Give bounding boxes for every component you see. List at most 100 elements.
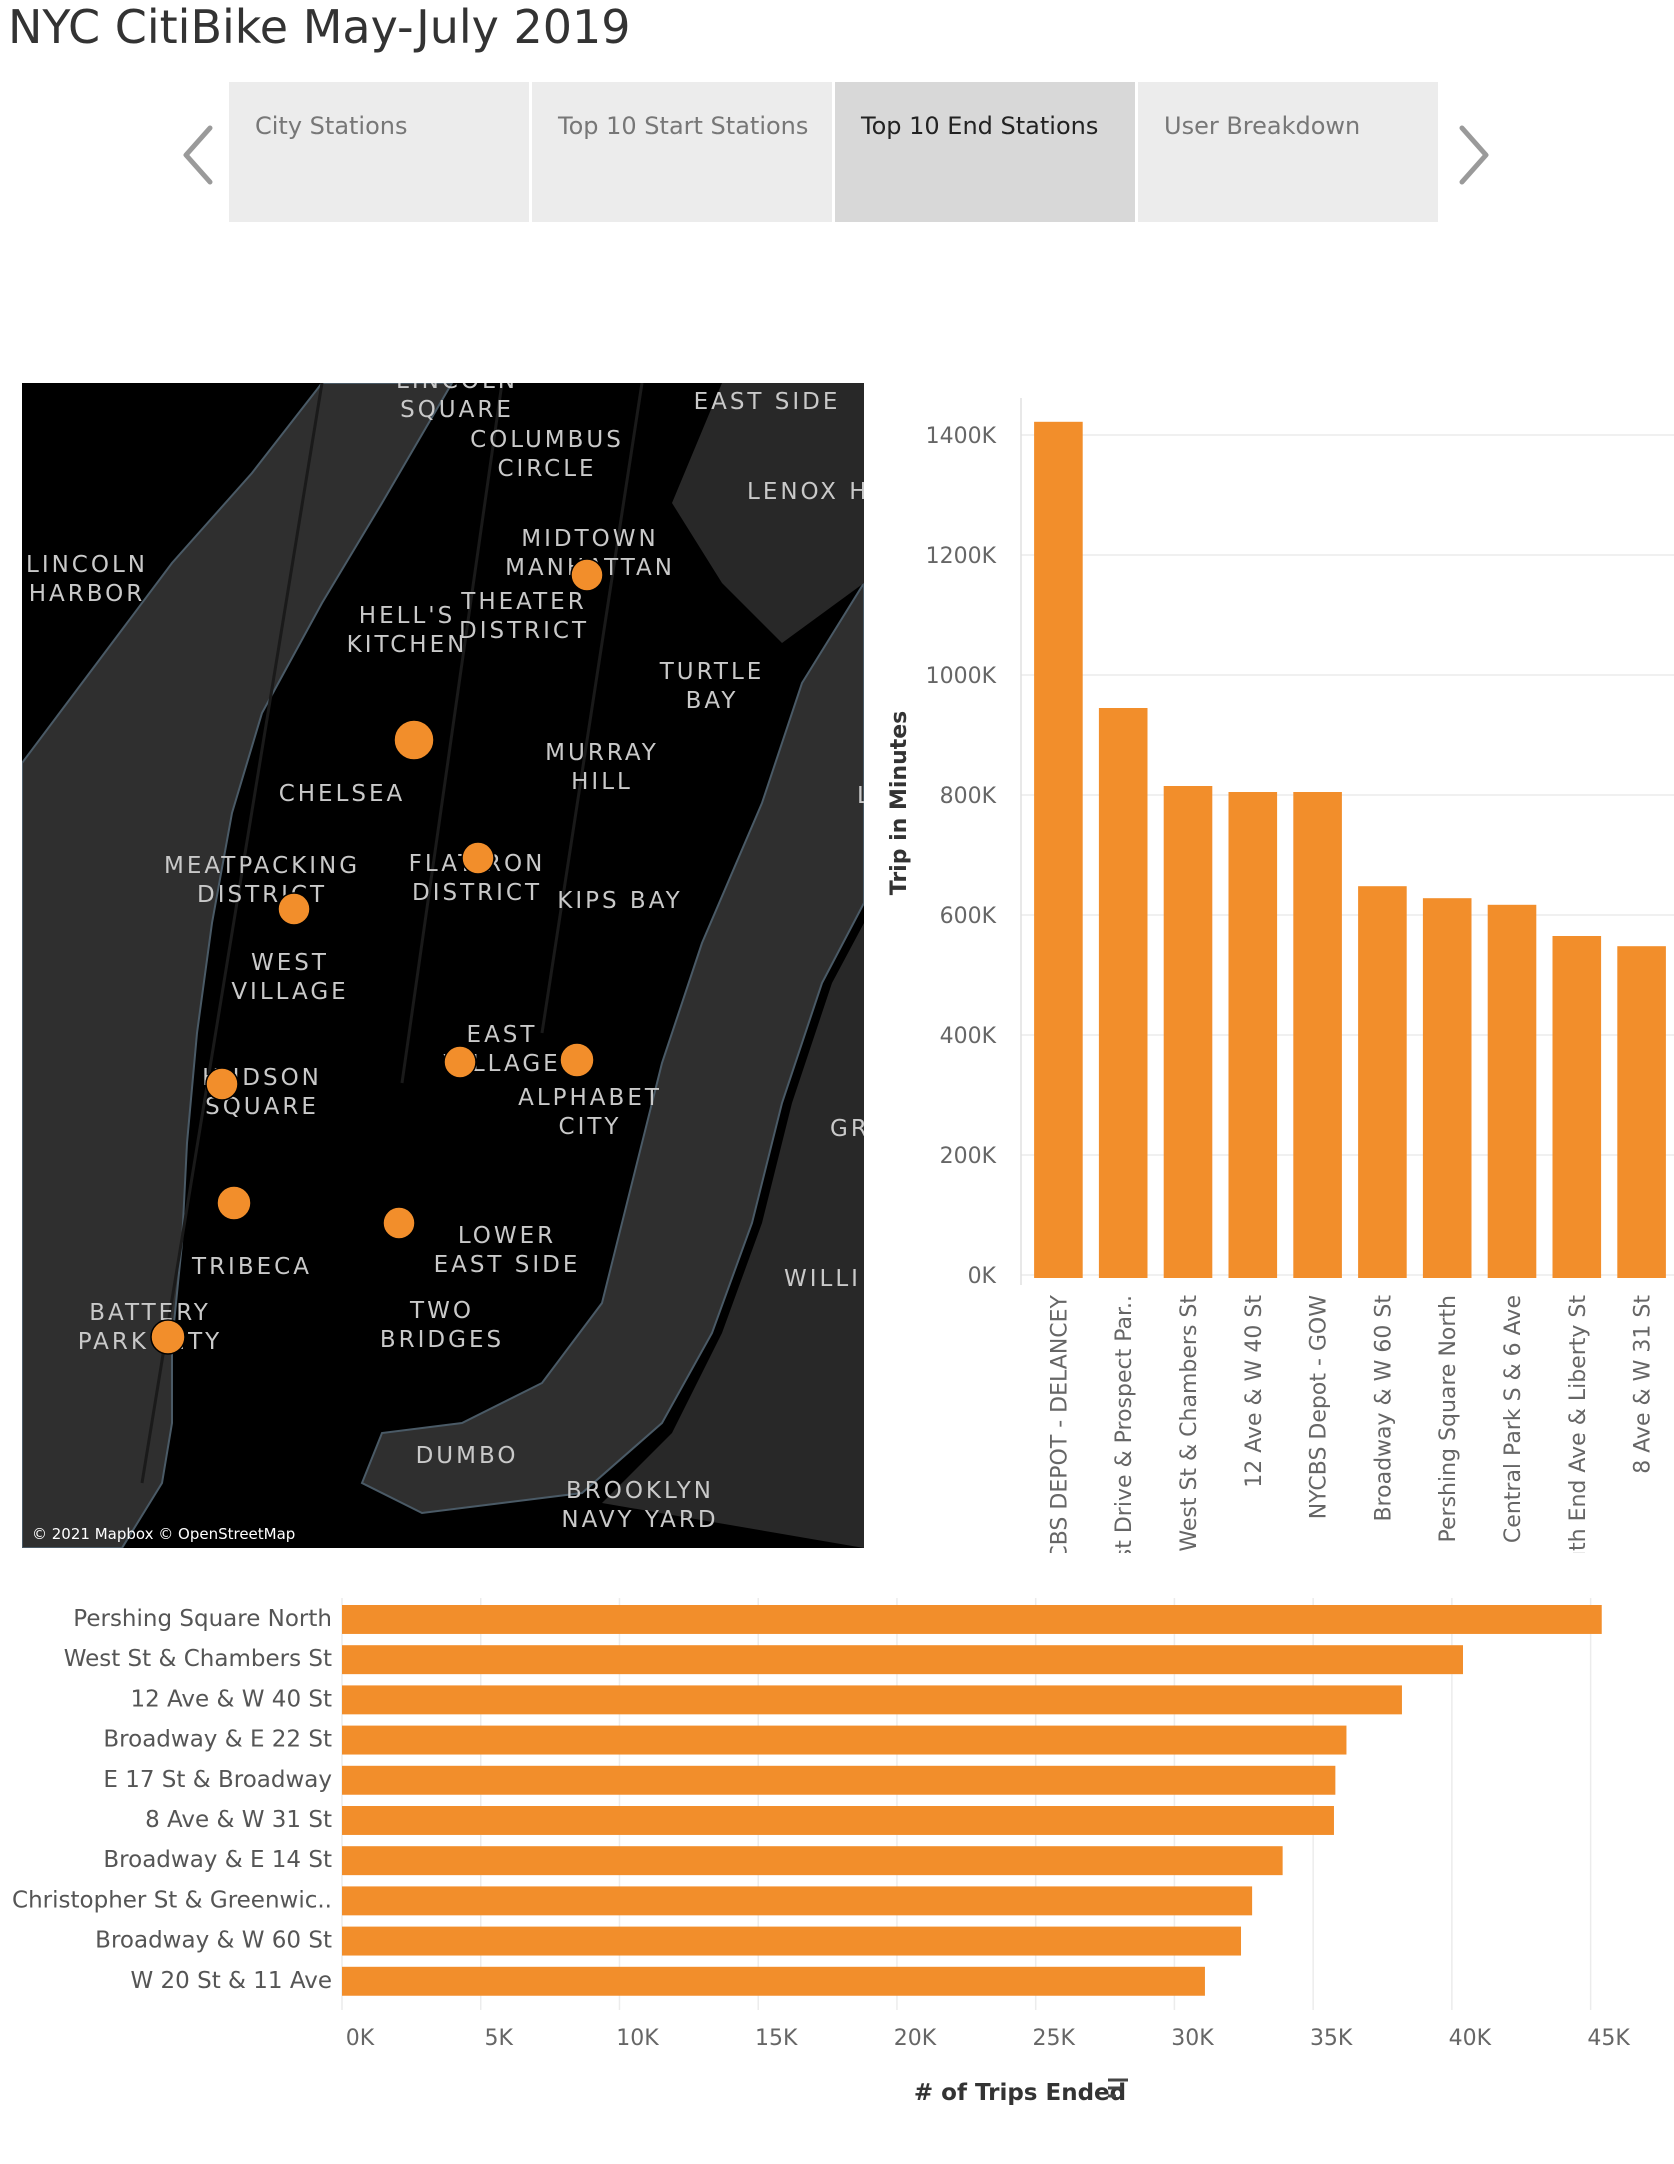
x-tick-label: 8 Ave & W 31 St — [1631, 1295, 1656, 1474]
map-label-columbus-circle: COLUMBUS CIRCLE — [470, 427, 624, 482]
bar[interactable] — [342, 1765, 1336, 1795]
y-category-label: Pershing Square North — [73, 1606, 332, 1632]
x-tick-label: 35K — [1310, 2026, 1353, 2051]
y-category-label: Broadway & E 22 St — [103, 1727, 332, 1753]
bar[interactable] — [1163, 786, 1213, 1278]
station-marker[interactable] — [205, 1067, 239, 1101]
map-label-dumbo: DUMBO — [416, 1443, 519, 1469]
bar[interactable] — [342, 1806, 1334, 1835]
x-tick-label: 12 Ave & W 40 St — [1242, 1295, 1267, 1488]
map-label-two-bridges: TWO BRIDGES — [380, 1298, 504, 1353]
x-tick-label: Central Park S & 6 Ave — [1501, 1295, 1526, 1543]
hudson-river — [22, 383, 454, 1548]
station-marker[interactable] — [443, 1045, 477, 1079]
map-label-murray-hill: MURRAY HILL — [545, 740, 659, 795]
map-label-williamsburg: WILLI — [784, 1266, 861, 1292]
bar[interactable] — [1293, 792, 1342, 1278]
bar[interactable] — [1034, 421, 1083, 1278]
bar[interactable] — [342, 1926, 1242, 1956]
map-label-lower-east-side: LOWER EAST SIDE — [434, 1223, 581, 1278]
x-axis-ticks: NYCBS DEPOT - DELANCEY West Drive & Prosp… — [1047, 1294, 1655, 1553]
tab-user-breakdown[interactable]: User Breakdown — [1138, 82, 1438, 222]
bar[interactable] — [342, 1886, 1253, 1916]
map-label-alphabet-city: ALPHABET CITY — [518, 1085, 662, 1140]
y-category-label: 12 Ave & W 40 St — [130, 1686, 332, 1712]
x-tick-label: West St & Chambers St — [1177, 1295, 1202, 1552]
map-label-west-village: WEST VILLAGE — [231, 950, 348, 1005]
x-tick-label: Pershing Square North — [1436, 1295, 1461, 1542]
queens-land — [672, 383, 864, 643]
x-tick-label: Broadway & W 60 St — [1371, 1295, 1396, 1522]
map-label-brooklyn-navy-yard: BROOKLYN NAVY YARD — [561, 1478, 718, 1533]
brooklyn-land — [602, 923, 864, 1548]
bar[interactable] — [342, 1846, 1283, 1876]
new-jersey-land — [22, 383, 222, 683]
map-label-east-side: EAST SIDE — [694, 389, 841, 415]
y-axis-label: Trip in Minutes — [887, 711, 912, 896]
map-label-theater-district: THEATER DISTRICT — [459, 589, 589, 644]
y-tick-label: 0K — [968, 1264, 997, 1289]
bar[interactable] — [1617, 946, 1666, 1278]
map-label-greenpoint: GR — [830, 1116, 864, 1142]
y-category-label: 8 Ave & W 31 St — [145, 1807, 332, 1833]
x-axis-label: # of Trips Ended — [914, 2080, 1126, 2106]
x-tick-label: 15K — [755, 2026, 798, 2051]
trips-ended-bar-chart: Pershing Square North West St & Chambers … — [12, 1598, 1631, 2106]
y-tick-label: 400K — [940, 1024, 997, 1049]
station-marker[interactable] — [461, 841, 495, 875]
station-marker[interactable] — [277, 892, 311, 926]
x-tick-label: 30K — [1171, 2026, 1214, 2051]
y-tick-label: 1000K — [926, 664, 997, 689]
y-category-label: W 20 St & 11 Ave — [130, 1968, 332, 1994]
chevron-right-icon[interactable] — [1442, 120, 1502, 190]
bar[interactable] — [1358, 886, 1407, 1278]
x-axis-ticks: 0K 5K 10K 15K 20K 25K 30K 35K 40K 45K — [346, 2026, 1631, 2051]
x-tick-label: 5K — [485, 2026, 514, 2051]
station-marker[interactable] — [559, 1042, 595, 1078]
x-tick-label: NYCBS DEPOT - DELANCEY — [1047, 1294, 1072, 1553]
x-tick-label: 20K — [894, 2026, 937, 2051]
trip-minutes-bar-chart: 0K 200K 400K 600K 800K 1000K 1200K 1400K NYCBS … — [887, 398, 1674, 1553]
east-river — [360, 581, 864, 1515]
bar[interactable] — [342, 1685, 1402, 1715]
y-category-label: E 17 St & Broadway — [103, 1767, 332, 1793]
bar[interactable] — [1552, 936, 1602, 1278]
y-category-label: Broadway & E 14 St — [103, 1847, 332, 1873]
map-label-battery-park-city: BATTERY PARK CITY — [78, 1300, 222, 1355]
station-marker[interactable] — [216, 1185, 252, 1221]
tab-top-10-start-stations[interactable]: Top 10 Start Stations — [532, 82, 832, 222]
bar[interactable] — [1422, 898, 1472, 1278]
x-tick-label: 10K — [616, 2026, 659, 2051]
map-label-lenox-hill: LENOX H — [747, 479, 864, 505]
y-axis-ticks: 0K 200K 400K 600K 800K 1000K 1200K 1400K — [926, 424, 997, 1289]
x-tick-label: NYCBS Depot - GOW — [1307, 1295, 1332, 1520]
station-markers[interactable] — [150, 558, 604, 1355]
bar[interactable] — [342, 1966, 1205, 1996]
dashboard-title: NYC CitiBike May-July 2019 — [8, 0, 631, 54]
x-tick-label: South End Ave & Liberty St — [1566, 1295, 1591, 1553]
bar[interactable] — [1487, 904, 1537, 1278]
bar[interactable] — [342, 1645, 1463, 1675]
station-marker[interactable] — [393, 719, 435, 761]
bar[interactable] — [1098, 708, 1148, 1278]
x-tick-label: 25K — [1032, 2026, 1075, 2051]
map-attribution: © 2021 Mapbox © OpenStreetMap — [32, 1525, 295, 1543]
station-marker[interactable] — [570, 558, 604, 592]
station-marker[interactable] — [382, 1206, 416, 1240]
y-category-label: West St & Chambers St — [64, 1646, 332, 1672]
tab-top-10-end-stations[interactable]: Top 10 End Stations — [835, 82, 1135, 222]
bars — [1034, 421, 1666, 1278]
bar[interactable] — [342, 1725, 1347, 1755]
map-label-lincoln-square: LINCOLNSQUARE — [396, 383, 518, 423]
sort-descending-icon[interactable] — [1108, 2078, 1128, 2098]
map-label-chelsea: CHELSEA — [279, 781, 406, 807]
chevron-left-icon[interactable] — [170, 120, 230, 190]
y-category-label: Christopher St & Greenwic.. — [12, 1887, 332, 1913]
bar[interactable] — [342, 1605, 1602, 1634]
tab-city-stations[interactable]: City Stations — [229, 82, 529, 222]
station-marker[interactable] — [150, 1319, 186, 1355]
map-label-turtle-bay: TURTLE BAY — [659, 659, 765, 714]
bar[interactable] — [1228, 792, 1278, 1278]
